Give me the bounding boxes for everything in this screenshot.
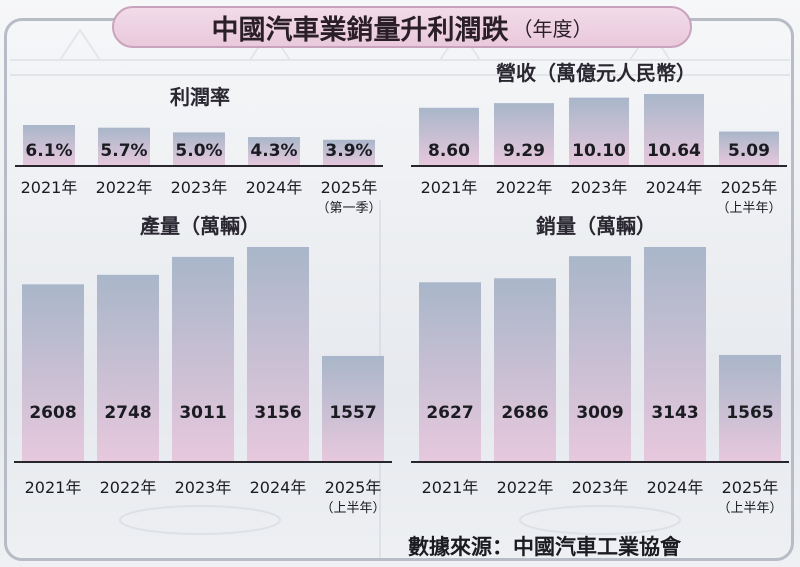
revenue-value-label: 5.09 (728, 141, 770, 161)
revenue-x-tick-label: 2021年 (421, 178, 478, 197)
sales-x-tick-label: 2022年 (497, 478, 554, 497)
title-banner: 中國汽車業銷量升利潤跌 （年度） (112, 6, 692, 48)
revenue-bar (419, 107, 479, 166)
production-x-tick-label: 2021年 (25, 478, 82, 497)
production-x-tick-label: 2023年 (175, 478, 232, 497)
sales-value-label: 3143 (651, 403, 698, 423)
production-value-label: 3011 (179, 403, 226, 423)
revenue-bar (494, 103, 554, 166)
sales-x-tick-label: 2021年 (422, 478, 479, 497)
sales-value-label: 2686 (501, 403, 548, 423)
profit-margin-bar (323, 139, 375, 166)
production-x-tick-note: （上半年） (320, 501, 385, 516)
profit-margin-x-tick-label: 2022年 (96, 178, 153, 197)
profit-margin-bar (23, 125, 75, 166)
production-value-label: 1557 (329, 403, 376, 423)
profit-margin-value-label: 5.0% (175, 141, 222, 161)
page-title-suffix: （年度） (512, 16, 593, 41)
production-x-tick-label: 2022年 (100, 478, 157, 497)
revenue-x-tick-label: 2025年 (721, 178, 778, 197)
sales-x-tick-note: （上半年） (717, 501, 782, 516)
profit-margin-x-tick-label: 2025年 (321, 178, 378, 197)
profit-margin-x-tick-label: 2021年 (21, 178, 78, 197)
production-bar (322, 355, 384, 462)
revenue-value-label: 10.64 (647, 141, 701, 161)
profit-margin-x-tick-label: 2024年 (246, 178, 303, 197)
profit-margin-value-label: 4.3% (250, 141, 297, 161)
revenue-value-label: 9.29 (503, 141, 545, 161)
revenue-bar (719, 131, 779, 166)
sales-bar (419, 282, 481, 462)
profit-margin-value-label: 6.1% (25, 141, 72, 161)
sales-value-label: 2627 (426, 403, 473, 423)
sales-bar (644, 247, 706, 462)
profit-margin-x-tick-note: （第一季） (316, 201, 381, 216)
production-bar (247, 247, 309, 462)
revenue-bar (569, 97, 629, 166)
profit-margin-x-tick-label: 2023年 (171, 178, 228, 197)
profit-margin-value-label: 3.9% (325, 141, 372, 161)
sales-chart-title: 銷量（萬輛） (536, 214, 656, 238)
revenue-x-tick-label: 2023年 (571, 178, 628, 197)
production-value-label: 2748 (104, 403, 151, 423)
source-note: 數據來源：中國汽車工業協會 (408, 535, 681, 559)
sales-bar (494, 278, 556, 462)
revenue-value-label: 8.60 (428, 141, 470, 161)
production-chart-title: 產量（萬輛） (140, 214, 260, 238)
profit-margin-chart-title: 利潤率 (170, 85, 230, 109)
sales-x-tick-label: 2025年 (722, 478, 779, 497)
sales-bar (719, 354, 781, 462)
revenue-value-label: 10.10 (572, 141, 626, 161)
sales-value-label: 3009 (576, 403, 623, 423)
production-bar (22, 284, 84, 462)
revenue-x-tick-label: 2024年 (646, 178, 703, 197)
profit-margin-value-label: 5.7% (100, 141, 147, 161)
production-x-tick-label: 2024年 (250, 478, 307, 497)
production-value-label: 2608 (29, 403, 76, 423)
production-x-tick-label: 2025年 (325, 478, 382, 497)
profit-margin-bar (98, 127, 150, 166)
profit-margin-bar (248, 137, 300, 166)
production-bar (97, 274, 159, 462)
page-title: 中國汽車業銷量升利潤跌 (211, 14, 509, 46)
revenue-x-tick-note: （上半年） (716, 201, 781, 216)
production-value-label: 3156 (254, 403, 301, 423)
sales-value-label: 1565 (726, 403, 773, 423)
revenue-x-tick-label: 2022年 (496, 178, 553, 197)
revenue-bar (644, 94, 704, 166)
production-bar (172, 256, 234, 462)
revenue-chart-title: 營收（萬億元人民幣） (496, 61, 696, 85)
sales-x-tick-label: 2023年 (572, 478, 629, 497)
sales-x-tick-label: 2024年 (647, 478, 704, 497)
profit-margin-bar (173, 132, 225, 166)
sales-bar (569, 256, 631, 462)
